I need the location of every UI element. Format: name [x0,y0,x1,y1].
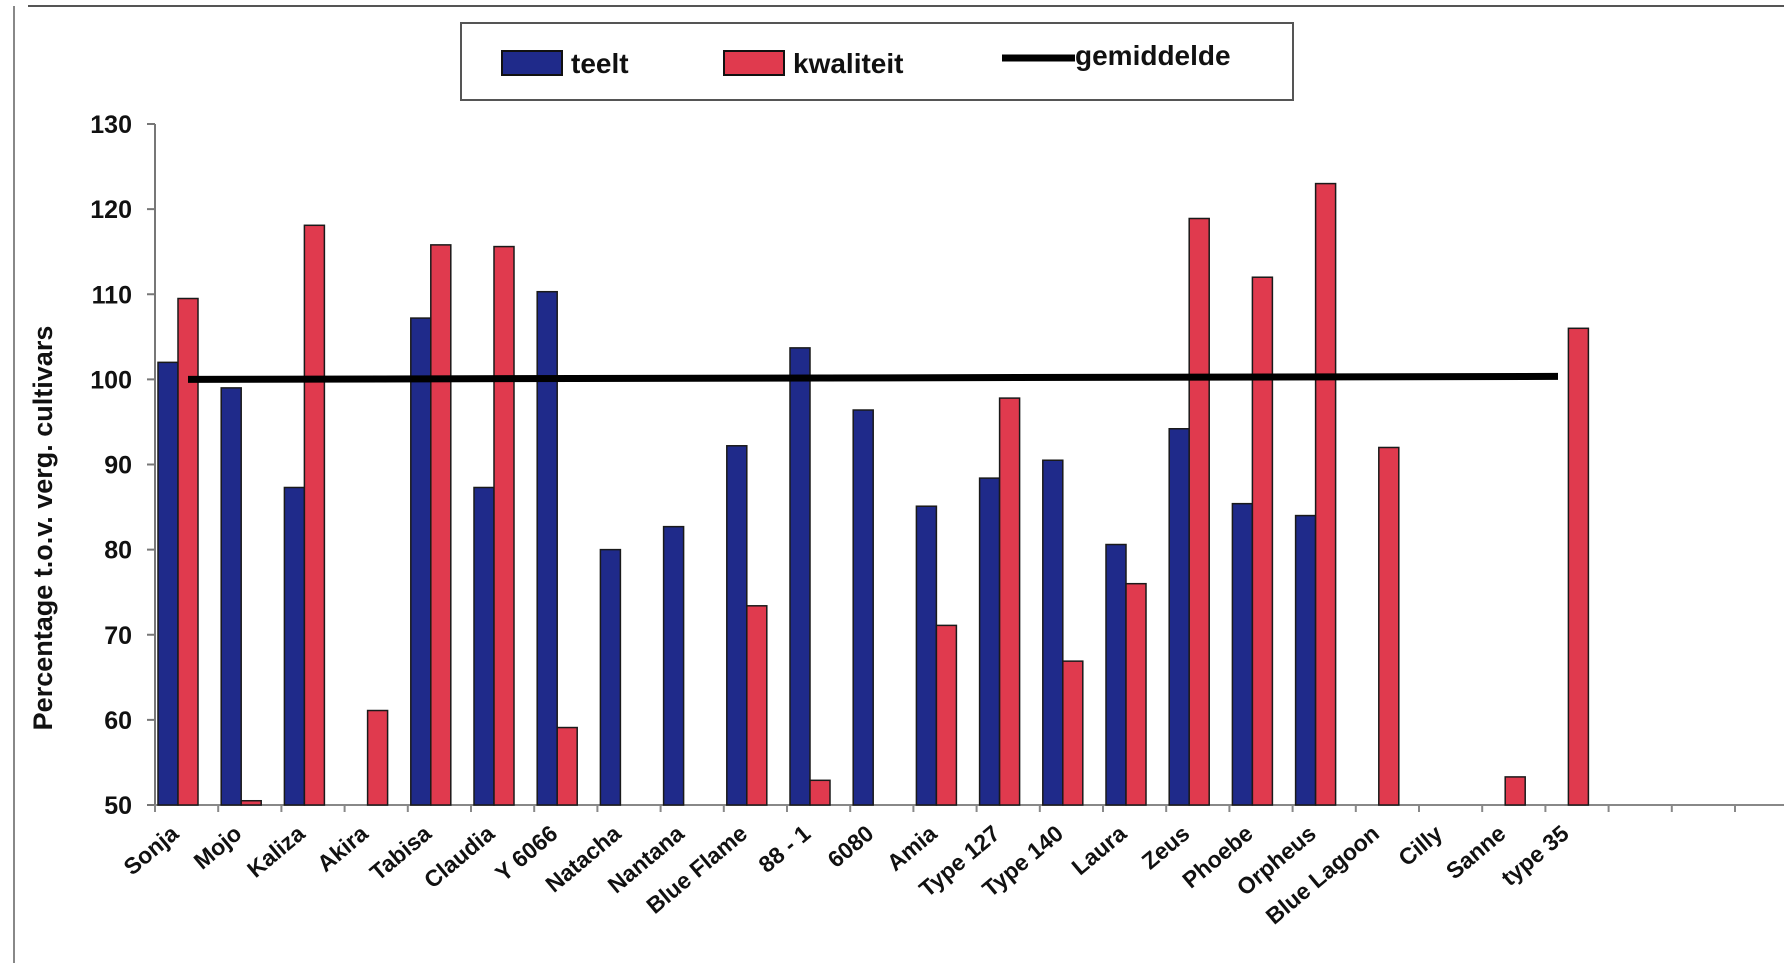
bar-teelt [726,445,748,806]
bar-teelt [915,505,938,806]
bar-teelt [283,486,306,806]
bars [157,182,1590,806]
bar-kwaliteit [1504,776,1526,806]
y-tick-label: 120 [90,196,132,224]
bar-kwaliteit [556,726,578,806]
category-label: Mojo [189,820,247,874]
category-label: 88 - 1 [753,820,815,878]
category-label: Laura [1067,820,1132,880]
category-label: Kaliza [242,820,310,883]
y-tick-label: 50 [104,792,132,820]
bar-kwaliteit [430,244,452,806]
bar-kwaliteit [1188,217,1210,806]
bar-teelt [1294,514,1317,806]
reference-line-group [187,372,1559,383]
y-tick-label: 110 [92,281,132,309]
x-ticks [154,805,1736,812]
category-label: 6080 [823,820,879,873]
bar-kwaliteit [303,224,326,806]
bar-teelt [662,525,685,806]
legend-label-kwaliteit: kwaliteit [793,48,903,79]
bar-kwaliteit [935,624,958,806]
bar-kwaliteit [998,397,1021,806]
bar-teelt [978,477,1001,806]
bar-teelt [536,290,558,806]
legend-swatch-kwaliteit [723,50,785,76]
bar-kwaliteit [1125,582,1147,806]
category-label: Akira [312,820,373,877]
bar-kwaliteit [809,779,831,806]
bar-kwaliteit [1251,276,1274,806]
bar-teelt [789,347,811,806]
y-tick-label: 130 [90,111,132,139]
y-ticks: 50 60 70 80 90 100 110 120 130 [90,111,155,820]
y-tick-label: 60 [104,707,132,735]
y-tick-label: 70 [104,622,132,650]
legend-label-gemiddelde: gemiddelde [1075,40,1231,71]
bar-teelt [1231,502,1254,806]
bar-teelt [410,317,432,806]
legend-swatch-teelt [501,50,563,76]
category-label: type 35 [1496,820,1574,891]
bar-kwaliteit [746,605,768,806]
y-tick-label: 80 [104,537,132,565]
y-tick-label: 100 [90,366,132,394]
legend: teelt kwaliteit gemiddelde [460,22,1294,101]
bar-kwaliteit [493,245,515,806]
bar-teelt [852,409,874,806]
bar-kwaliteit [366,709,389,806]
legend-box [460,22,1294,101]
bar-kwaliteit [1378,446,1400,806]
category-label: Sonja [119,820,184,880]
bar-kwaliteit [1062,660,1084,806]
bar-kwaliteit [1314,182,1337,806]
y-axis-title: Percentage t.o.v. verg. cultivars [28,326,58,731]
category-label: Claudia [419,820,500,893]
category-label: Cilly [1393,820,1447,871]
bar-teelt [157,361,179,806]
bar-teelt [1042,459,1064,806]
bar-teelt [473,486,495,806]
bar-kwaliteit [240,799,262,806]
bar-kwaliteit [177,297,199,806]
bar-teelt [220,387,242,806]
y-tick-label: 90 [104,452,132,480]
reference-line-gemiddelde [187,372,1559,383]
bar-teelt [1105,543,1127,806]
legend-label-teelt: teelt [571,48,629,79]
bar-teelt [599,548,622,806]
bar-teelt [1168,427,1190,806]
bar-kwaliteit [1567,327,1590,806]
